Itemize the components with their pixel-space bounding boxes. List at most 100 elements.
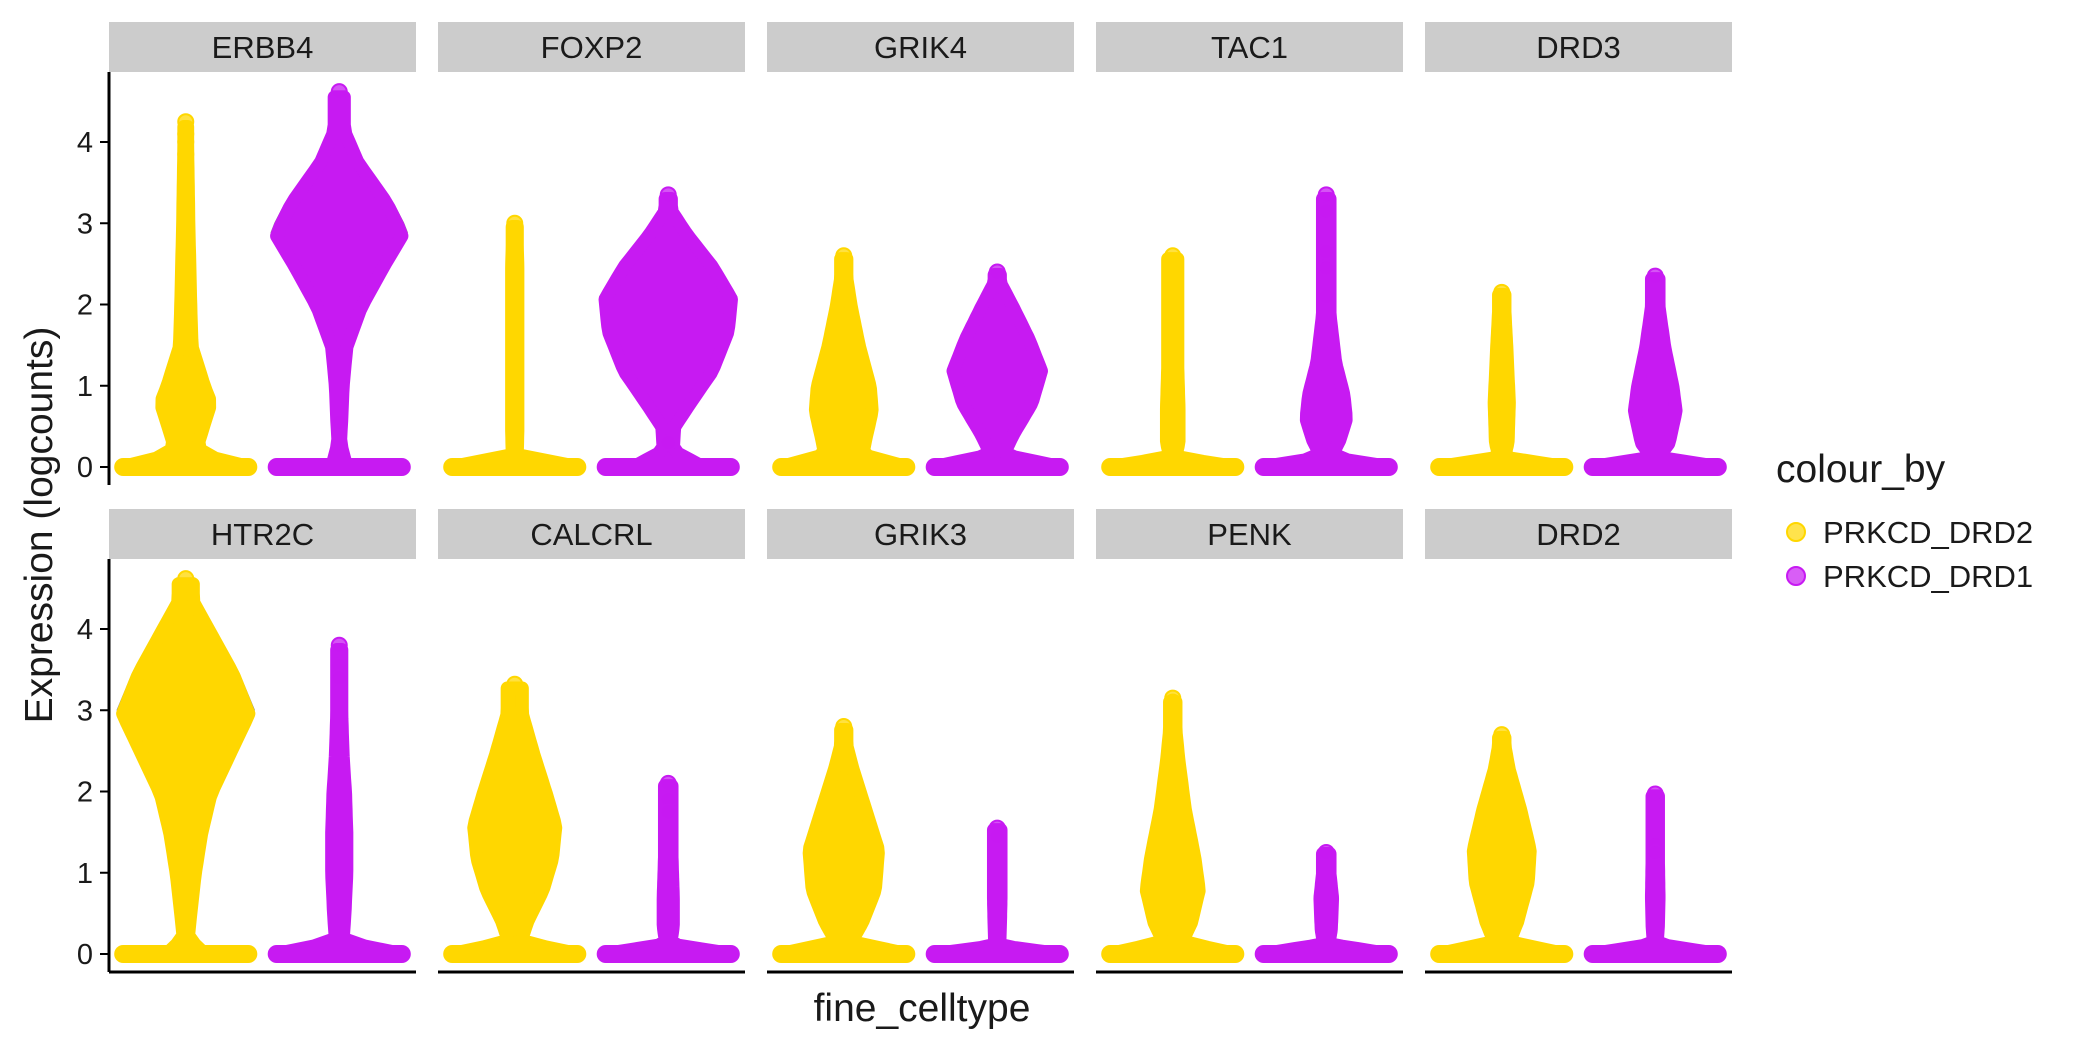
strip-label-drd2: DRD2	[1536, 517, 1620, 552]
y-tick-label: 4	[77, 127, 93, 159]
strip-grik3	[767, 509, 1074, 559]
strip-tac1	[1096, 22, 1403, 72]
strip-drd2	[1425, 509, 1732, 559]
outlier-point	[1164, 693, 1182, 711]
outlier-point	[1317, 843, 1335, 861]
violin-grik3-prkcd-drd2	[772, 718, 916, 963]
outlier-point	[659, 774, 677, 792]
outlier-point	[1646, 785, 1664, 803]
violin-drd3-prkcd-drd2	[1430, 283, 1574, 476]
violin-erbb4-prkcd-drd2	[114, 113, 258, 476]
outlier-point	[659, 186, 677, 204]
x-axis-title: fine_celltype	[814, 987, 1031, 1030]
violin-calcrl-prkcd-drd2	[443, 675, 587, 963]
panel-grik3: GRIK3	[767, 509, 1074, 974]
strip-drd3	[1425, 22, 1732, 72]
violin-grik3-prkcd-drd1	[925, 819, 1069, 963]
y-tick-label: 0	[77, 452, 93, 484]
y-tick-label: 1	[77, 858, 93, 890]
point-cloud	[927, 268, 1068, 474]
violin-drd2-prkcd-drd1	[1583, 785, 1727, 963]
strip-label-drd3: DRD3	[1536, 30, 1620, 65]
legend-swatch-prkcd-drd1	[1786, 566, 1806, 586]
strip-label-grik3: GRIK3	[874, 517, 967, 552]
facet-panels: ERBB4 0 1 2 3 4 FOXP2 GRIK4 TAC1 DRD3 HTR2C 0 1 2 3 4 CA…	[77, 22, 1732, 974]
violin-foxp2-prkcd-drd1	[596, 186, 740, 476]
outlier-point	[1493, 283, 1511, 301]
outlier-point	[1646, 843, 1664, 861]
violin-calcrl-prkcd-drd1	[596, 774, 740, 963]
outlier-point	[330, 669, 348, 687]
legend-entry-prkcd-drd2: PRKCD_DRD2	[1786, 515, 2033, 550]
outlier-point	[659, 803, 677, 821]
panel-erbb4: ERBB4 0 1 2 3 4	[77, 22, 416, 485]
legend-label-prkcd-drd1: PRKCD_DRD1	[1823, 559, 2033, 594]
point-cloud	[774, 252, 914, 474]
point-cloud	[1432, 730, 1572, 961]
strip-label-erbb4: ERBB4	[212, 30, 314, 65]
y-tick-label: 3	[77, 695, 93, 727]
outlier-point	[1164, 308, 1182, 326]
y-tick-label: 1	[77, 371, 93, 403]
strip-htr2c	[109, 509, 416, 559]
strip-penk	[1096, 509, 1403, 559]
point-cloud	[445, 220, 585, 474]
point-cloud	[1256, 191, 1397, 474]
point-cloud	[1256, 847, 1397, 961]
outlier-point	[1317, 259, 1335, 277]
strip-label-grik4: GRIK4	[874, 30, 967, 65]
panel-drd2: DRD2	[1425, 509, 1732, 974]
panel-penk: PENK	[1096, 509, 1403, 974]
y-tick-label: 3	[77, 208, 93, 240]
outlier-point	[330, 83, 348, 101]
panel-calcrl: CALCRL	[438, 509, 745, 974]
outlier-point	[1317, 287, 1335, 305]
legend-entry-prkcd-drd1: PRKCD_DRD1	[1786, 559, 2033, 594]
outlier-point	[177, 145, 195, 163]
outlier-point	[177, 570, 195, 588]
y-tick-label: 0	[77, 939, 93, 971]
violin-drd2-prkcd-drd2	[1430, 726, 1574, 963]
strip-label-htr2c: HTR2C	[211, 517, 314, 552]
outlier-point	[1317, 186, 1335, 204]
outlier-point	[1493, 726, 1511, 744]
panel-foxp2: FOXP2	[438, 22, 745, 476]
violin-grik4-prkcd-drd2	[772, 247, 916, 476]
legend: colour_by PRKCD_DRD2 PRKCD_DRD1	[1776, 448, 2033, 594]
strip-label-tac1: TAC1	[1211, 30, 1288, 65]
y-tick-label: 2	[77, 290, 93, 322]
point-cloud	[1585, 789, 1726, 961]
outlier-point	[506, 675, 524, 693]
violin-penk-prkcd-drd2	[1101, 689, 1245, 963]
strip-label-penk: PENK	[1207, 517, 1292, 552]
outlier-point	[988, 827, 1006, 845]
y-axis-title: Expression (logcounts)	[18, 327, 61, 724]
panel-drd3: DRD3	[1425, 22, 1732, 476]
outlier-point	[1164, 247, 1182, 265]
outlier-point	[659, 434, 677, 452]
legend-label-prkcd-drd2: PRKCD_DRD2	[1823, 515, 2033, 550]
violin-erbb4-prkcd-drd1	[267, 83, 411, 476]
panel-htr2c: HTR2C 0 1 2 3 4	[77, 509, 416, 974]
violin-drd3-prkcd-drd1	[1583, 267, 1727, 476]
outlier-point	[330, 413, 348, 431]
outlier-point	[988, 263, 1006, 281]
panel-grik4: GRIK4	[767, 22, 1074, 476]
outlier-point	[506, 214, 524, 232]
outlier-point	[1317, 243, 1335, 261]
strip-grik4	[767, 22, 1074, 72]
strip-label-foxp2: FOXP2	[541, 30, 643, 65]
violin-foxp2-prkcd-drd2	[443, 214, 587, 476]
point-cloud	[269, 643, 410, 961]
outlier-point	[1646, 267, 1664, 285]
legend-swatch-prkcd-drd2	[1786, 522, 1806, 542]
panel-tac1: TAC1	[1096, 22, 1403, 476]
strip-erbb4	[109, 22, 416, 72]
point-cloud	[116, 577, 256, 961]
violin-penk-prkcd-drd1	[1254, 843, 1398, 963]
outlier-point	[1164, 287, 1182, 305]
legend-title: colour_by	[1776, 448, 1946, 491]
outlier-point	[177, 170, 195, 188]
outlier-point	[835, 247, 853, 265]
